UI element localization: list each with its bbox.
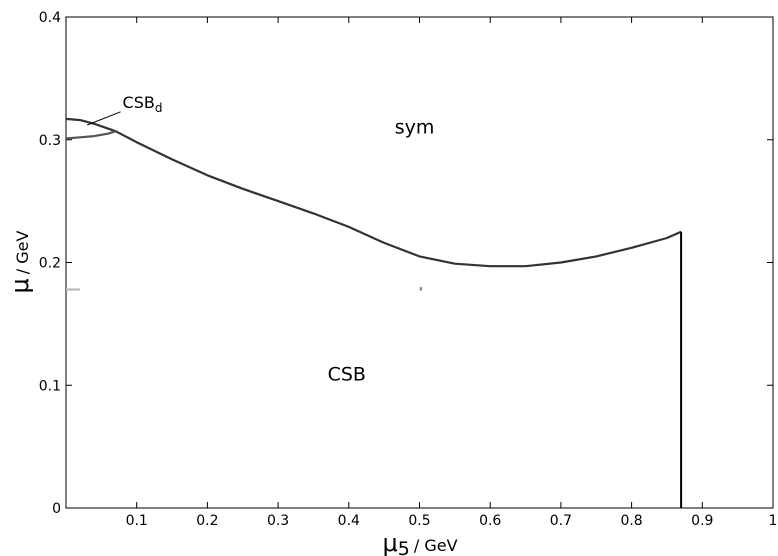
annotation-pointer <box>87 111 121 126</box>
boundary-line-0 <box>65 117 682 268</box>
x-tick-label: 0.8 <box>620 513 642 529</box>
region-label-text: CSB <box>123 93 155 112</box>
y-tick-label: 0.3 <box>39 133 61 149</box>
x-tick-label: 0.5 <box>408 513 430 529</box>
x-tick-label: 0.1 <box>126 513 148 529</box>
boundary-line-1 <box>65 130 116 140</box>
region-label: CSBd <box>123 93 163 115</box>
x-tick-label: 1 <box>769 513 778 529</box>
x-tick-label: 0.6 <box>479 513 501 529</box>
plot-area <box>65 16 774 509</box>
x-axis-label: μ5/ GeV <box>382 529 457 556</box>
axis-ticks: 0.1 0.2 0.3 0.4 0.5 0.6 0.7 0.8 0.9 1 0 0.1 0.2 0.3 0.… <box>39 10 778 529</box>
y-tick-label: 0.2 <box>39 256 61 272</box>
x-tick-label: 0.2 <box>196 513 218 529</box>
region-label-subscript: d <box>155 101 163 115</box>
x-tick-label: 0.7 <box>550 513 572 529</box>
y-tick-label: 0.1 <box>39 378 61 394</box>
region-label: CSB <box>328 363 366 385</box>
x-tick-label: 0.4 <box>338 513 360 529</box>
x-tick-label: 0.3 <box>267 513 289 529</box>
x-tick-label: 0.9 <box>691 513 713 529</box>
y-tick-label: 0 <box>52 501 61 517</box>
y-axis-label: μ/ GeV <box>6 230 34 293</box>
phase-boundaries <box>65 117 683 508</box>
region-label: sym <box>395 117 435 139</box>
y-tick-label: 0.4 <box>39 10 61 26</box>
